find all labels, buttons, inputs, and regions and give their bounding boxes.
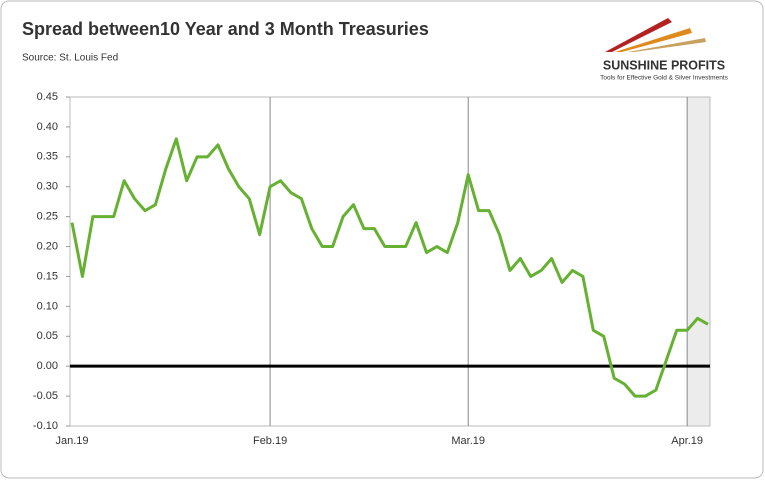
plot-shade (687, 97, 710, 426)
y-tick-label: 0.25 (37, 211, 58, 223)
chart-title: Spread between10 Year and 3 Month Treasu… (22, 19, 429, 39)
data-line (70, 137, 709, 398)
source: Source: St. Louis Fed (22, 53, 118, 64)
logo-name: SUNSHINE PROFITS (603, 58, 725, 72)
y-tick-label: 0.20 (37, 240, 58, 252)
y-tick-label: 0.05 (37, 330, 58, 342)
x-tick-label: Feb.19 (253, 435, 287, 447)
logo-ray (628, 38, 706, 52)
plot-area (69, 96, 711, 427)
logo-ray (605, 18, 672, 52)
x-tick-label: Mar.19 (451, 435, 485, 447)
y-tick-label: -0.10 (33, 420, 58, 432)
y-tick-label: 0.45 (37, 91, 58, 103)
y-tick-label: -0.05 (33, 390, 58, 402)
logo-tagline: Tools for Effective Gold & Silver Invest… (600, 75, 729, 82)
y-tick-label: 0.40 (37, 121, 58, 133)
y-tick-label: 0.00 (37, 360, 58, 372)
x-tick-label: Jan.19 (55, 435, 88, 447)
y-tick-label: 0.30 (37, 181, 58, 193)
y-tick-label: 0.10 (37, 300, 58, 312)
x-tick-label: Apr.19 (671, 435, 703, 447)
y-tick-label: 0.15 (37, 270, 58, 282)
y-tick-label: 0.35 (37, 151, 58, 163)
logo: SUNSHINE PROFITS Tools for Effective Gol… (600, 18, 729, 82)
logo-ray (615, 28, 692, 52)
